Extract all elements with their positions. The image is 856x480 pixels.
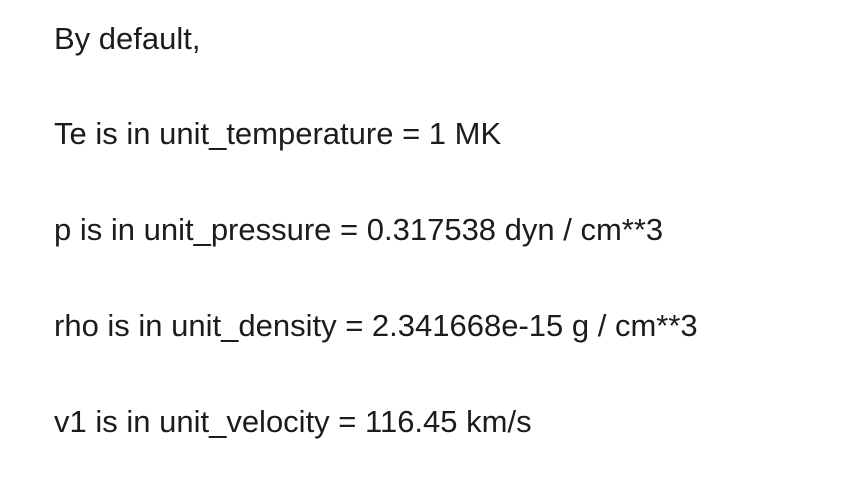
- temperature-unit-line: Te is in unit_temperature = 1 MK: [54, 116, 502, 151]
- density-unit-line: rho is in unit_density = 2.341668e-15 g …: [54, 308, 698, 343]
- intro-line: By default,: [54, 21, 201, 56]
- pressure-unit-line: p is in unit_pressure = 0.317538 dyn / c…: [54, 212, 664, 247]
- velocity-unit-line: v1 is in unit_velocity = 116.45 km/s: [54, 404, 532, 439]
